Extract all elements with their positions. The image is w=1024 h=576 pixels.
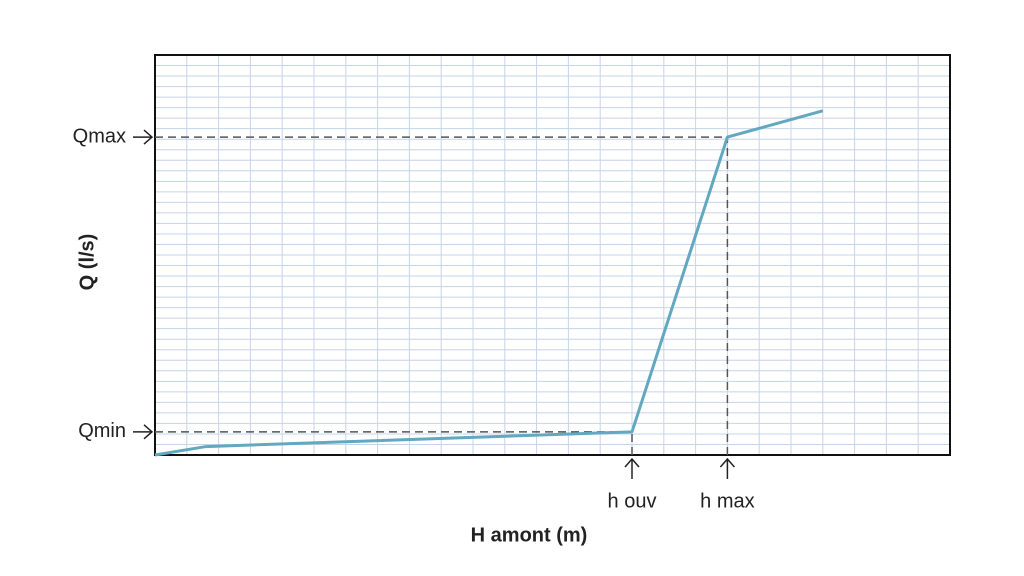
plot-frame — [154, 54, 951, 456]
tick-arrow — [133, 129, 154, 145]
x-axis-label: H amont (m) — [471, 524, 588, 546]
data-line — [154, 109, 824, 457]
x-tick-label: h ouv — [608, 490, 657, 512]
y-axis-label: Q (l/s) — [76, 234, 98, 291]
tick-arrow — [624, 457, 640, 479]
x-tick-label: h max — [700, 490, 754, 512]
tick-arrow — [719, 457, 735, 479]
tick-arrow — [133, 424, 154, 440]
y-tick-label: Qmin — [78, 420, 126, 442]
y-tick-label: Qmax — [73, 125, 126, 147]
